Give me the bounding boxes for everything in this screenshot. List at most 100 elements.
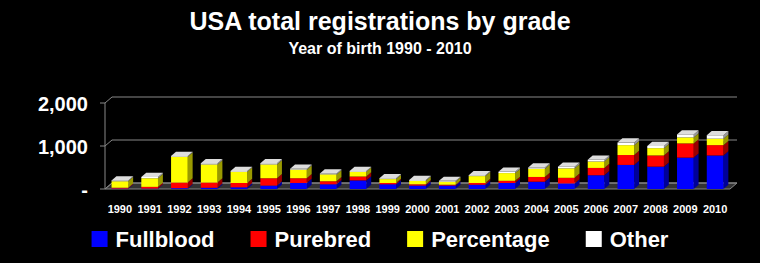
bar	[618, 165, 635, 189]
legend-label: Fullblood	[116, 227, 215, 252]
legend-label: Percentage	[431, 227, 550, 252]
bar	[618, 145, 635, 155]
x-tick-label: 1992	[167, 203, 191, 215]
bar-top	[320, 169, 342, 173]
x-tick-label: 2002	[465, 203, 489, 215]
bar-side	[188, 153, 193, 183]
bar	[707, 135, 724, 138]
y-tick-label: 2,000	[38, 93, 88, 115]
bar	[588, 160, 605, 162]
bar-top	[558, 162, 580, 166]
x-tick-label: 2008	[643, 203, 667, 215]
legend-swatch	[407, 231, 423, 247]
bar	[498, 183, 515, 189]
bar	[588, 161, 605, 167]
bar	[558, 167, 575, 169]
bar	[350, 172, 367, 177]
bar	[677, 158, 694, 189]
bar-top	[409, 176, 431, 180]
bar	[201, 164, 218, 182]
bar	[498, 181, 515, 183]
bar	[707, 139, 724, 145]
tick	[100, 146, 105, 147]
bar	[528, 177, 545, 182]
y-tick-label: 1,000	[38, 136, 88, 158]
x-tick-label: 1996	[286, 203, 310, 215]
x-tick-label: 1998	[346, 203, 370, 215]
x-tick-label: 2004	[524, 203, 549, 215]
x-tick-label: 1993	[197, 203, 221, 215]
bar	[707, 155, 724, 189]
x-tick-label: 1999	[375, 203, 399, 215]
bar	[528, 169, 545, 177]
bar	[231, 183, 248, 187]
x-tick-label: 1991	[137, 203, 161, 215]
bar	[112, 181, 129, 187]
bar	[558, 168, 575, 177]
bar	[647, 148, 664, 155]
x-tick-label: 2009	[673, 203, 697, 215]
legend-swatch	[586, 231, 602, 247]
x-tick-label: 2001	[435, 203, 459, 215]
bar	[528, 182, 545, 189]
bar	[469, 185, 486, 189]
bar	[260, 178, 277, 185]
bar	[141, 178, 158, 187]
bar	[469, 183, 486, 185]
bar	[112, 188, 129, 189]
bar	[379, 183, 396, 184]
tick	[100, 189, 105, 190]
bar	[231, 172, 248, 183]
bar-top	[201, 159, 223, 163]
bar	[498, 173, 515, 181]
bar	[558, 178, 575, 184]
bar	[528, 168, 545, 169]
bar	[677, 134, 694, 137]
tick	[100, 103, 105, 104]
title: USA total registrations by grade	[189, 7, 570, 35]
bar	[231, 187, 248, 189]
bar	[409, 186, 426, 189]
bar-top	[260, 159, 282, 163]
bar-top	[171, 152, 193, 156]
bar	[647, 167, 664, 189]
bar-top	[290, 165, 312, 169]
x-tick-label: 2007	[614, 203, 638, 215]
bar	[290, 178, 307, 183]
legend: FullbloodPurebredPercentageOther	[92, 227, 669, 252]
bars	[112, 130, 729, 189]
bar	[171, 183, 188, 189]
bar	[290, 170, 307, 179]
bar-side	[664, 162, 669, 189]
bar	[260, 164, 277, 178]
bar	[439, 182, 456, 185]
bar	[439, 186, 456, 189]
bar-top	[707, 131, 729, 135]
subtitle: Year of birth 1990 - 2010	[288, 40, 471, 57]
bar	[260, 163, 277, 164]
grid-line	[105, 97, 737, 103]
bar	[618, 143, 635, 146]
bar	[201, 188, 218, 189]
bar	[320, 174, 337, 181]
bar	[558, 183, 575, 189]
x-tick-label: 2005	[554, 203, 578, 215]
bar	[320, 184, 337, 189]
bar-top	[647, 142, 669, 146]
bar	[141, 187, 158, 189]
y-tick-label: -	[81, 179, 88, 201]
bar-side	[634, 161, 639, 189]
bar	[260, 186, 277, 189]
x-tick-label: 2010	[703, 203, 727, 215]
bar	[290, 183, 307, 189]
bar	[588, 168, 605, 175]
bar	[379, 179, 396, 183]
legend-label: Other	[610, 227, 669, 252]
bar-top	[112, 176, 134, 180]
bar	[707, 145, 724, 155]
x-tick-label: 2006	[584, 203, 608, 215]
bar-top	[231, 167, 253, 171]
bar	[588, 175, 605, 189]
x-tick-label: 2003	[495, 203, 519, 215]
bar	[409, 181, 426, 184]
